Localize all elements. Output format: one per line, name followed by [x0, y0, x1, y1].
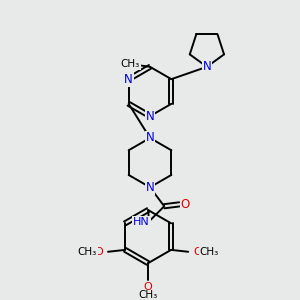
Text: N: N — [146, 131, 154, 145]
Text: N: N — [146, 110, 154, 123]
Text: HN: HN — [133, 218, 150, 227]
Text: CH₃: CH₃ — [121, 59, 140, 69]
Text: O: O — [181, 198, 190, 211]
Text: N: N — [202, 60, 211, 73]
Text: N: N — [124, 73, 133, 86]
Text: CH₃: CH₃ — [200, 247, 219, 257]
Text: O: O — [94, 247, 103, 257]
Text: O: O — [144, 282, 152, 292]
Text: O: O — [193, 247, 202, 257]
Text: CH₃: CH₃ — [77, 247, 97, 257]
Text: N: N — [146, 181, 154, 194]
Text: CH₃: CH₃ — [139, 290, 158, 300]
